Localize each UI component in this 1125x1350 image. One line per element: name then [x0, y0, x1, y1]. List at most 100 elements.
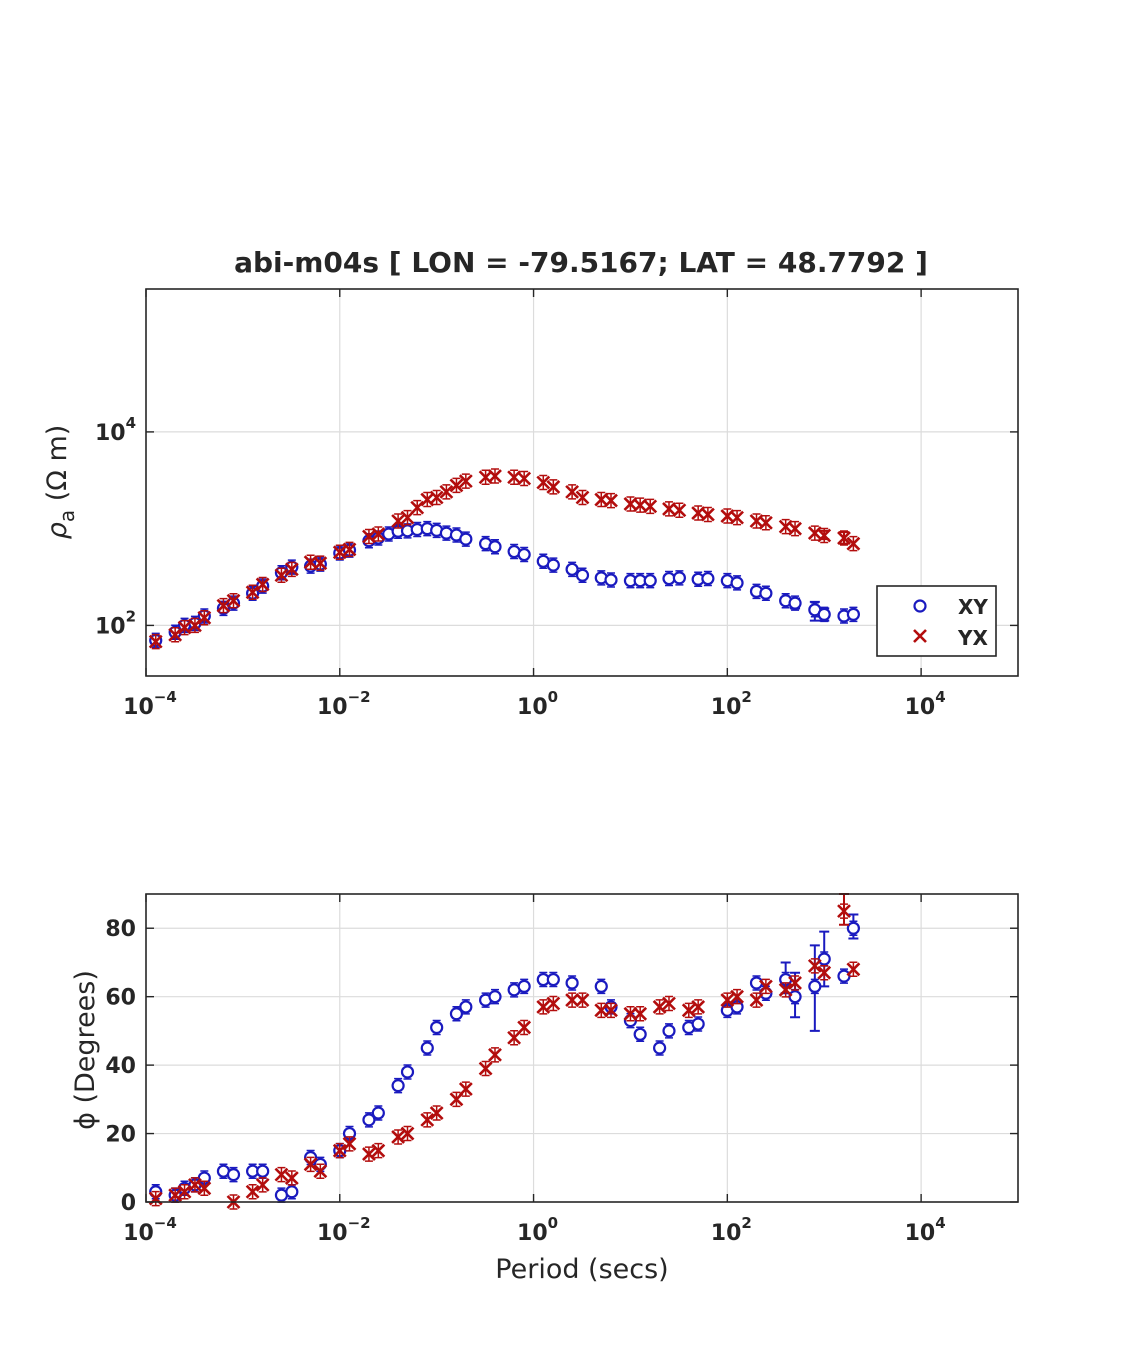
yx-point	[284, 1171, 299, 1185]
yx-point	[313, 1164, 328, 1179]
yx-point	[245, 1184, 260, 1199]
xy-point	[846, 607, 860, 621]
period-axis-label: Period (secs)	[495, 1254, 668, 1285]
x-tick-label: 100	[517, 1214, 558, 1246]
yx-point	[817, 965, 832, 980]
rho-symbol: ρ	[42, 522, 73, 539]
xy-point	[371, 1106, 385, 1120]
phase-panel: 10−4 10−2 100 102 104 0 20 40 60 80 ϕ (Degrees) P…	[70, 893, 1019, 1285]
yx-point	[177, 1184, 192, 1199]
xy-point	[565, 562, 579, 576]
y-tick-label: 20	[105, 1123, 136, 1148]
yx-point	[788, 976, 802, 990]
yx-point	[332, 1143, 347, 1158]
resistivity-grid	[146, 289, 1018, 676]
yx-point	[177, 620, 192, 635]
xy-point	[788, 990, 802, 1004]
x-tick-label: 102	[711, 1214, 752, 1246]
xy-point	[285, 1185, 299, 1199]
yx-point	[565, 484, 580, 499]
resistivity-axis-label: ρa (Ω m)	[42, 425, 79, 540]
yx-point	[216, 598, 231, 613]
x-tick-label: 10−2	[317, 1214, 371, 1246]
legend-yx-label: YX	[957, 626, 988, 650]
yx-point	[371, 1143, 386, 1158]
yx-point	[274, 1167, 289, 1182]
resistivity-panel: abi-m04s [ LON = -79.5167; LAT = 48.7792…	[42, 246, 1019, 720]
yx-point	[749, 993, 764, 1008]
x-tick-label: 10−4	[123, 688, 177, 720]
yx-point	[643, 499, 658, 514]
yx-point	[837, 904, 851, 919]
y-tick-label: 104	[95, 414, 136, 446]
yx-point	[332, 545, 347, 560]
yx-point	[429, 490, 444, 505]
resistivity-plot-frame	[145, 288, 1019, 677]
phase-axis-label: ϕ (Degrees)	[70, 970, 101, 1130]
yx-point	[517, 471, 532, 486]
rho-unit: (Ω m)	[42, 425, 73, 510]
yx-point	[148, 634, 163, 649]
yx-point	[245, 585, 260, 600]
xy-point	[788, 596, 802, 610]
yx-point	[420, 1112, 435, 1127]
yx-point	[226, 593, 241, 608]
yx-point	[604, 1003, 618, 1018]
yx-point	[807, 958, 822, 973]
phase-ticks: 10−4 10−2 100 102 104 0 20 40 60 80	[105, 894, 1018, 1246]
yx-point	[652, 1000, 667, 1014]
yx-point	[188, 1177, 202, 1192]
xy-point	[633, 1027, 647, 1041]
xy-point	[594, 979, 608, 994]
xy-point	[400, 1065, 415, 1079]
yx-point	[342, 542, 357, 557]
yx-point	[303, 1157, 318, 1172]
xy-point	[817, 607, 831, 621]
y-tick-label: 102	[95, 607, 136, 639]
svg-text:ρa (Ω m): ρa (Ω m)	[42, 425, 79, 540]
yx-point	[817, 528, 832, 543]
yx-point	[458, 474, 473, 489]
yx-point	[536, 1000, 551, 1014]
yx-point	[837, 531, 851, 545]
yx-point	[458, 1082, 473, 1096]
yx-point	[274, 568, 289, 583]
yx-point	[778, 982, 793, 997]
xy-point	[837, 969, 851, 983]
yx-point	[449, 478, 464, 493]
xy-point	[691, 1017, 705, 1031]
resistivity-plot-background	[146, 289, 1018, 676]
yx-point	[846, 536, 861, 551]
yx-point	[342, 1136, 357, 1151]
xy-point	[749, 976, 764, 990]
yx-point	[391, 1130, 406, 1144]
resistivity-ticks: 10−4 10−2 100 102 104 102 104	[95, 289, 1018, 720]
yx-point	[788, 521, 802, 536]
legend: XY YX	[876, 585, 997, 657]
yx-point	[439, 484, 454, 499]
yx-point	[478, 1061, 493, 1076]
yx-point	[758, 515, 773, 530]
y-tick-label: 60	[105, 986, 136, 1011]
rho-subscript: a	[55, 510, 79, 522]
xy-point	[808, 979, 822, 994]
yx-point	[700, 507, 715, 522]
y-tick-label: 0	[121, 1191, 136, 1216]
x-tick-label: 10−2	[317, 688, 371, 720]
yx-point	[284, 562, 299, 577]
xy-point	[643, 574, 657, 588]
yx-point	[575, 490, 590, 505]
yx-point	[410, 500, 425, 515]
xy-point	[256, 1164, 270, 1178]
xy-point	[420, 1041, 434, 1055]
xy-point	[653, 1041, 667, 1055]
yx-point	[672, 503, 687, 518]
xy-point	[546, 558, 560, 572]
yx-point	[575, 993, 590, 1008]
yx-point	[255, 1177, 270, 1192]
yx-point	[633, 1006, 648, 1021]
xy-point	[517, 547, 531, 562]
yx-point	[730, 989, 744, 1004]
phase-series	[148, 893, 861, 1210]
